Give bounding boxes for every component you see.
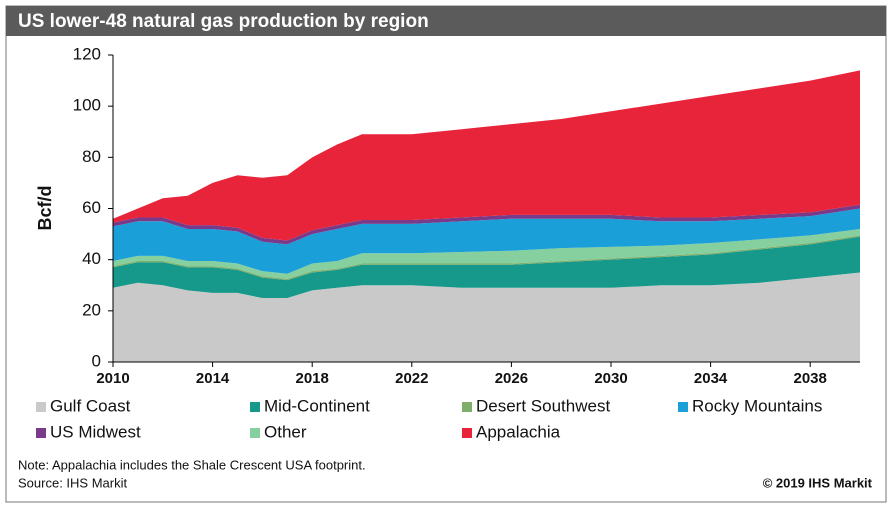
legend-label: Rocky Mountains: [692, 396, 822, 415]
y-tick-label: 100: [73, 96, 101, 115]
y-tick-label: 60: [82, 198, 101, 217]
y-tick-label: 80: [82, 147, 101, 166]
legend-label: Desert Southwest: [476, 396, 610, 415]
area: [113, 70, 860, 241]
area: [113, 272, 860, 362]
legend-label: Appalachia: [476, 422, 561, 441]
legend-swatch: [250, 428, 260, 438]
x-tick-label: 2018: [296, 370, 329, 387]
legend-swatch: [36, 428, 46, 438]
area: [113, 228, 860, 279]
legend-label: US Midwest: [50, 422, 141, 441]
x-tick-label: 2010: [96, 370, 129, 387]
x-tick-label: 2030: [594, 370, 627, 387]
x-tick-label: 2014: [196, 370, 230, 387]
area: [113, 236, 860, 299]
legend-label: Mid-Continent: [264, 396, 370, 415]
y-tick-label: 120: [73, 44, 101, 63]
chart-title: US lower-48 natural gas production by re…: [18, 11, 429, 32]
note: Note: Appalachia includes the Shale Cres…: [18, 457, 366, 472]
y-axis-label: Bcf/d: [35, 186, 55, 231]
legend-label: Gulf Coast: [50, 396, 131, 415]
legend-swatch: [250, 402, 260, 412]
legend-label: Other: [264, 422, 307, 441]
source: Source: IHS Markit: [18, 475, 127, 490]
legend-swatch: [36, 402, 46, 412]
x-tick-label: 2038: [794, 370, 827, 387]
copyright: © 2019 IHS Markit: [763, 475, 873, 490]
y-tick-label: 40: [82, 249, 101, 268]
y-tick-label: 0: [92, 351, 101, 370]
y-tick-label: 20: [82, 300, 101, 319]
x-tick-label: 2022: [395, 370, 428, 387]
area: [113, 208, 860, 274]
x-tick-label: 2026: [495, 370, 528, 387]
legend-swatch: [462, 428, 472, 438]
legend-swatch: [462, 402, 472, 412]
legend-swatch: [678, 402, 688, 412]
x-tick-label: 2034: [694, 370, 728, 387]
title-bar: [6, 6, 886, 36]
